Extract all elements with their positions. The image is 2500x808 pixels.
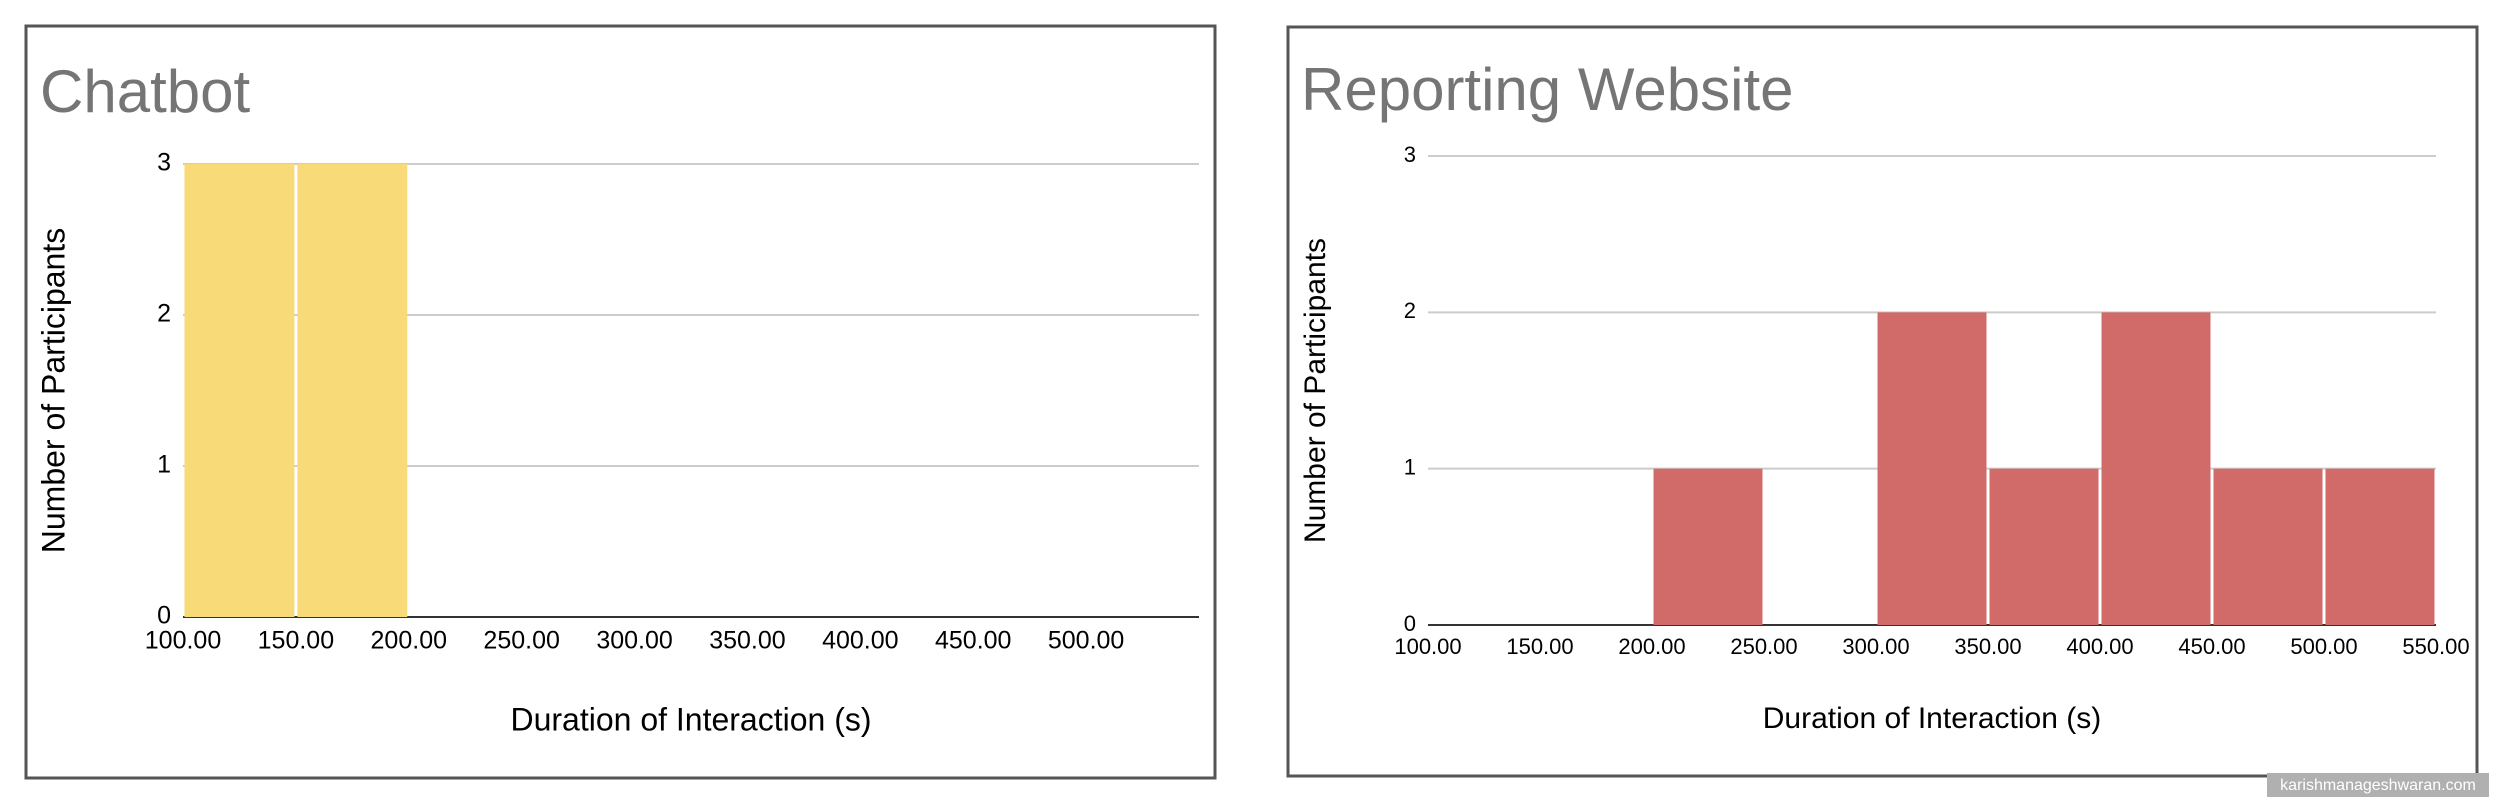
x-axis-label: Duration of Interaction (s)	[1763, 702, 2101, 735]
x-tick-label: 300.00	[596, 627, 672, 655]
bar	[184, 164, 295, 617]
x-tick-label: 150.00	[258, 627, 334, 655]
x-tick-label: 200.00	[1618, 634, 1685, 659]
x-tick-label: 500.00	[2290, 634, 2357, 659]
y-tick-label: 3	[157, 149, 171, 177]
y-tick-label: 1	[1404, 454, 1416, 479]
bar	[2325, 468, 2435, 625]
x-tick-label: 300.00	[1842, 634, 1909, 659]
y-tick-label: 2	[1404, 298, 1416, 323]
bar	[2101, 312, 2211, 625]
watermark: karishmanageshwaran.com	[2280, 777, 2476, 794]
x-tick-label: 400.00	[822, 627, 898, 655]
x-tick-label: 500.00	[1048, 627, 1124, 655]
x-tick-label: 450.00	[935, 627, 1011, 655]
y-tick-label: 1	[157, 451, 171, 479]
bar	[1877, 312, 1987, 625]
watermark-box	[2267, 773, 2489, 797]
x-tick-label: 100.00	[1394, 634, 1461, 659]
x-tick-label: 250.00	[483, 627, 559, 655]
bar	[1653, 468, 1763, 625]
x-tick-label: 450.00	[2178, 634, 2245, 659]
chart-title: Chatbot	[40, 58, 250, 125]
y-tick-label: 0	[1404, 611, 1416, 636]
chart-title: Reporting Website	[1301, 56, 1793, 123]
x-tick-label: 400.00	[2066, 634, 2133, 659]
bar	[2213, 468, 2323, 625]
x-tick-label: 150.00	[1506, 634, 1573, 659]
y-tick-label: 2	[157, 300, 171, 328]
x-tick-label: 550.00	[2402, 634, 2469, 659]
y-axis-label: Number of Participants	[1299, 238, 1332, 543]
x-axis-label: Duration of Interaction (s)	[510, 701, 871, 737]
y-tick-label: 0	[157, 602, 171, 630]
x-tick-label: 350.00	[1954, 634, 2021, 659]
y-axis-label: Number of Participants	[35, 228, 71, 553]
bar	[1989, 468, 2099, 625]
x-tick-label: 250.00	[1730, 634, 1797, 659]
x-tick-label: 350.00	[709, 627, 785, 655]
y-tick-label: 3	[1404, 142, 1416, 167]
x-tick-label: 100.00	[145, 627, 221, 655]
bar	[297, 164, 408, 617]
x-tick-label: 200.00	[371, 627, 447, 655]
